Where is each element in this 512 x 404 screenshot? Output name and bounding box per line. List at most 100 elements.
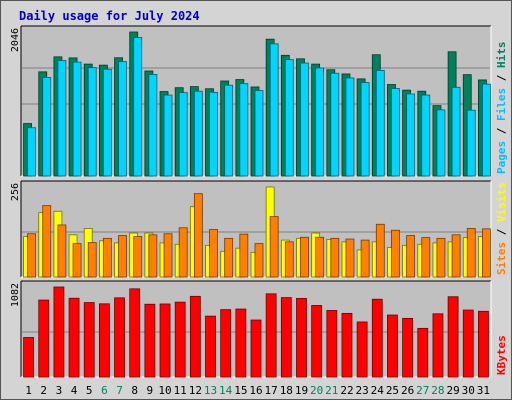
panel-bot: 1082 KBytes [10,280,508,378]
x-tick-label: 28 [431,384,444,397]
x-tick-label: 10 [158,384,171,397]
bar-kbytes-day-11 [174,301,186,378]
bar-kbytes-day-24 [371,298,383,378]
x-tick-label: 16 [249,384,262,397]
x-axis-labels: 1 2 3 4 5 6 7 8 9 10 11 12 13 14 15 16 17 18 19 20 21 22 23 24 2… [25,384,490,397]
bar-sites-day-20 [315,236,325,278]
bar-kbytes-day-10 [159,303,171,378]
bar-sites-day-15 [239,233,249,278]
x-tick-label: 9 [147,384,154,397]
bar-sites-day-10 [163,233,173,278]
bar-files-day-18 [284,59,294,177]
bar-sites-day-9 [148,234,158,278]
legend-entry: KBytes [495,335,508,375]
bar-files-day-4 [72,61,82,177]
bar-files-day-20 [315,67,325,177]
bar-sites-day-31 [482,228,491,278]
bar-kbytes-day-5 [83,302,95,378]
bar-kbytes-day-1 [23,337,34,378]
bar-kbytes-day-19 [296,297,307,378]
bar-kbytes-day-18 [280,297,292,378]
bar-kbytes-day-21 [326,310,338,378]
bar-sites-day-18 [284,241,294,278]
series-legend: Pages / Files / Hits [495,42,508,175]
bar-sites-day-28 [436,237,446,278]
bar-files-day-16 [254,90,264,177]
bar-sites-day-27 [421,237,431,278]
x-tick-label: 23 [356,384,369,397]
bar-kbytes-day-14 [220,309,232,378]
bar-kbytes-day-2 [38,299,50,378]
bar-sites-day-2 [42,205,52,278]
x-tick-label: 2 [40,384,47,397]
bar-files-day-14 [224,84,234,177]
bar-kbytes-day-4 [68,297,80,378]
bar-files-day-29 [451,86,461,177]
bar-files-day-10 [163,94,173,177]
x-tick-label: 3 [56,384,63,397]
bar-kbytes-day-3 [53,286,65,378]
x-tick-label: 25 [386,384,399,397]
legend-entry: / [495,121,508,141]
legend-entry: Files [495,88,508,121]
x-tick-label: 24 [371,384,385,397]
bar-sites-day-12 [193,193,203,278]
x-tick-label: 27 [416,384,429,397]
bar-files-day-8 [133,37,143,177]
bar-sites-day-1 [27,233,36,278]
legend-entry: Hits [495,42,508,69]
x-tick-label: 6 [101,384,108,397]
bar-files-day-15 [239,83,249,177]
legend-entry: Pages [495,141,508,174]
bar-sites-day-7 [118,235,127,278]
bar-files-day-13 [209,91,218,177]
legend-entry: Sites [495,242,508,275]
x-tick-label: 30 [462,384,475,397]
bar-sites-day-29 [451,234,461,278]
x-tick-label: 12 [189,384,202,397]
x-tick-label: 19 [295,384,308,397]
bar-kbytes-day-15 [235,308,247,378]
legend-entry: / [495,222,508,242]
bar-files-day-21 [330,72,340,177]
bar-sites-day-11 [178,227,188,278]
bar-files-day-6 [102,68,112,177]
x-tick-label: 18 [280,384,293,397]
bar-files-day-2 [42,77,52,177]
bar-sites-day-8 [133,236,143,278]
bar-kbytes-day-26 [402,317,414,378]
bar-kbytes-day-30 [462,309,474,378]
panel-mid: 256 Sites / Visits [10,180,508,278]
bar-sites-day-5 [87,242,97,278]
bar-files-day-26 [406,93,416,177]
bar-kbytes-day-31 [478,310,489,378]
bar-sites-day-23 [360,239,370,278]
bar-files-day-1 [27,127,36,177]
bar-files-day-22 [345,77,355,177]
x-tick-label: 21 [325,384,338,397]
bar-files-day-31 [482,83,491,177]
bar-sites-day-30 [466,228,476,278]
bar-files-day-24 [375,70,385,177]
x-tick-label: 22 [340,384,353,397]
bar-files-day-17 [269,43,279,177]
series-legend: Sites / Visits [495,182,508,275]
bar-sites-day-19 [300,236,309,278]
bar-kbytes-day-25 [387,314,398,378]
bar-files-day-9 [148,74,158,177]
bar-sites-day-22 [345,238,355,278]
bar-kbytes-day-6 [98,303,110,378]
bar-kbytes-day-20 [311,305,323,378]
bar-kbytes-day-23 [356,321,368,378]
bar-sites-day-3 [57,224,67,278]
bar-files-day-5 [87,67,97,177]
bar-files-day-23 [360,82,370,177]
x-tick-label: 8 [131,384,138,397]
x-tick-label: 26 [401,384,414,397]
chart-panels: 2046 Pages / Files / Hits 256 Sites / Visit… [10,25,508,378]
bar-kbytes-day-8 [129,288,141,378]
x-tick-label: 31 [477,384,490,397]
bar-sites-day-16 [254,243,264,278]
bar-files-day-19 [300,62,309,177]
